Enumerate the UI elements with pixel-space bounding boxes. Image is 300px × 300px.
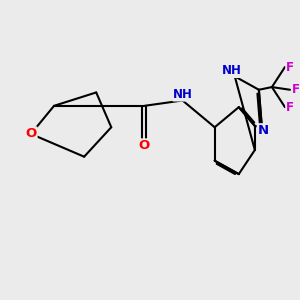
Text: F: F	[292, 83, 300, 96]
Text: F: F	[286, 61, 294, 74]
Text: N: N	[258, 124, 269, 137]
Text: O: O	[139, 140, 150, 152]
Text: O: O	[25, 128, 37, 140]
Text: F: F	[286, 101, 294, 114]
Text: NH: NH	[222, 64, 242, 77]
Text: NH: NH	[173, 88, 193, 100]
